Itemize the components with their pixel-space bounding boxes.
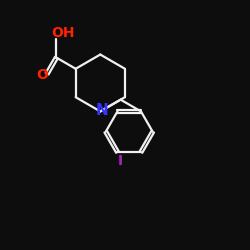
Text: I: I <box>118 154 123 168</box>
Text: OH: OH <box>51 26 74 40</box>
Text: O: O <box>37 68 48 82</box>
Text: N: N <box>96 103 109 118</box>
